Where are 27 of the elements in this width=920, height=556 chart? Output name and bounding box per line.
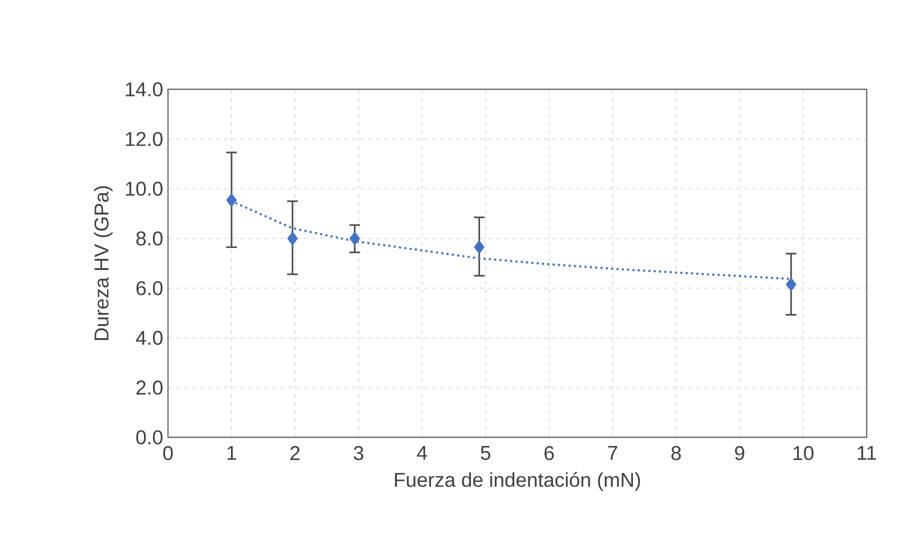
point: [287, 232, 298, 246]
point: [349, 232, 360, 246]
point: [474, 240, 484, 254]
y-tick-label: 4.0: [136, 330, 163, 345]
x-tick-label: 1: [227, 446, 236, 460]
x-tick-label: 11: [858, 446, 876, 460]
y-tick-label: 8.0: [136, 231, 163, 246]
x-tick-label: 5: [480, 446, 490, 460]
x-tick-label: 2: [290, 446, 300, 460]
x-tick-label: 3: [354, 446, 364, 460]
x-tick-label: 9: [735, 446, 744, 460]
x-tick-label: 7: [608, 446, 618, 460]
y-tick-label: 10.0: [126, 182, 163, 196]
point: [786, 278, 796, 292]
x-tick-label: 4: [416, 446, 428, 460]
y-tick-label: 12.0: [126, 132, 163, 146]
point: [226, 193, 237, 208]
x-tick-label: 8: [671, 446, 681, 460]
y-tick-label: 6.0: [136, 281, 163, 296]
x-tick-label: 10: [794, 446, 814, 460]
x-tick-label: 0: [163, 446, 173, 460]
y-axis-title: Dureza HV (GPa): [94, 186, 113, 340]
x-axis-title: Fuerza de indentación (mN): [395, 472, 640, 491]
y-tick-label: 0.0: [136, 430, 163, 444]
x-tick-label: 6: [544, 446, 554, 460]
y-tick-label: 2.0: [136, 380, 163, 395]
y-tick-label: 14.0: [126, 82, 163, 96]
